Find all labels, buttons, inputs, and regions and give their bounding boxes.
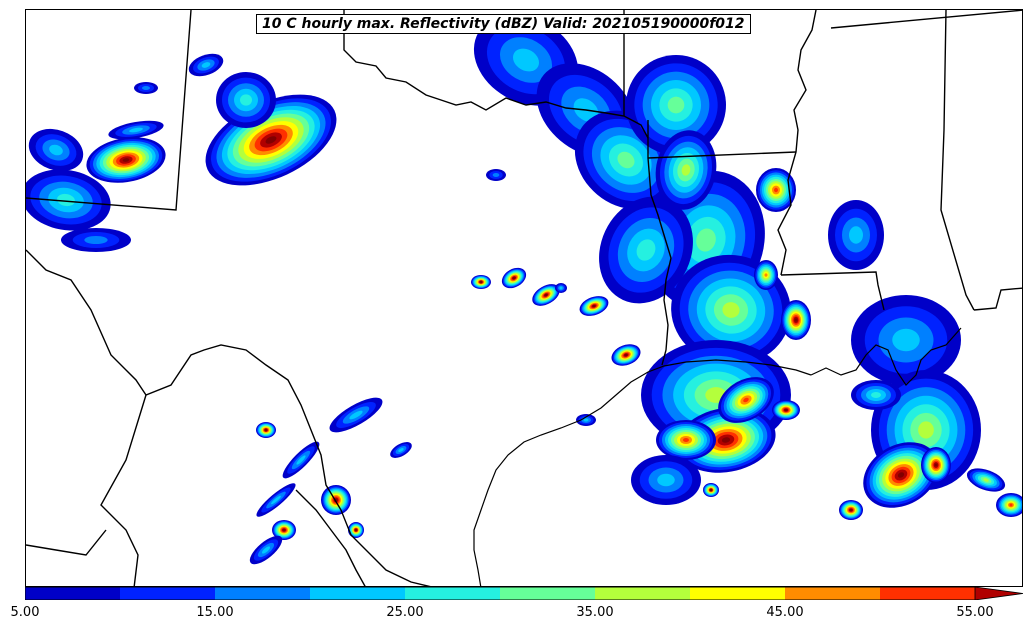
reflectivity-cell bbox=[282, 441, 320, 479]
reflectivity-cell bbox=[501, 267, 527, 289]
reflectivity-cell bbox=[329, 397, 383, 433]
reflectivity-cell bbox=[26, 169, 111, 231]
reflectivity-cell bbox=[188, 53, 224, 77]
reflectivity-cell bbox=[134, 82, 158, 94]
reflectivity-cell bbox=[839, 500, 863, 520]
reflectivity-cell bbox=[756, 168, 796, 212]
colorbar-segment bbox=[405, 587, 501, 600]
colorbar-tick-label: 35.00 bbox=[576, 605, 614, 620]
reflectivity-cell bbox=[579, 296, 609, 316]
louisiana-coast bbox=[810, 327, 962, 386]
colorbar-segment bbox=[215, 587, 311, 600]
reflectivity-cell bbox=[828, 200, 884, 270]
colorbar-tick-label: 55.00 bbox=[956, 605, 994, 620]
mexico-state-line-2 bbox=[26, 529, 107, 556]
reflectivity-cell bbox=[256, 422, 276, 438]
colorbar-segment bbox=[785, 587, 881, 600]
reflectivity-cell bbox=[555, 283, 567, 293]
colorbar-extend-arrow bbox=[974, 587, 1023, 600]
reflectivity-cell bbox=[256, 483, 296, 517]
reflectivity-cell bbox=[108, 120, 164, 140]
map-title: 10 C hourly max. Reflectivity (dBZ) Vali… bbox=[256, 14, 751, 34]
reflectivity-cell bbox=[754, 260, 778, 290]
reflectivity-cell bbox=[656, 420, 716, 460]
reflectivity-cell bbox=[781, 300, 811, 340]
reflectivity-cell bbox=[216, 72, 276, 128]
reflectivity-cell bbox=[718, 377, 774, 423]
colorbar-segment bbox=[500, 587, 596, 600]
colorbar-tick-label: 45.00 bbox=[766, 605, 804, 620]
state-borders bbox=[26, 10, 1022, 586]
reflectivity-cell bbox=[626, 54, 726, 155]
mississippi-river-border bbox=[777, 10, 817, 276]
reflectivity-cell bbox=[576, 414, 596, 426]
mississippi-alabama-border bbox=[940, 10, 975, 311]
reflectivity-cell bbox=[851, 380, 901, 410]
reflectivity-cell bbox=[966, 468, 1006, 492]
reflectivity-cells bbox=[26, 14, 1022, 565]
rio-grande bbox=[26, 249, 431, 586]
reflectivity-cell bbox=[871, 370, 981, 490]
colorbar-segment bbox=[690, 587, 786, 600]
reflectivity-cell bbox=[599, 196, 693, 304]
reflectivity-cell bbox=[996, 493, 1022, 517]
new-mexico-texas-border bbox=[26, 10, 192, 211]
reflectivity-cell bbox=[921, 447, 951, 483]
reflectivity-cell bbox=[272, 520, 296, 540]
reflectivity-cell bbox=[574, 110, 678, 210]
texas-coast bbox=[473, 359, 812, 586]
reflectivity-cell bbox=[611, 344, 641, 366]
colorbar-tick-label: 25.00 bbox=[386, 605, 424, 620]
reflectivity-cell bbox=[772, 400, 800, 420]
reflectivity-cell bbox=[321, 485, 351, 515]
colorbar bbox=[25, 587, 1023, 600]
reflectivity-cell bbox=[249, 535, 283, 565]
reflectivity-cell bbox=[86, 137, 166, 183]
colorbar-segment bbox=[595, 587, 691, 600]
arkansas-louisiana-border bbox=[647, 151, 797, 159]
colorbar-tick-label: 15.00 bbox=[196, 605, 234, 620]
reflectivity-cell bbox=[486, 169, 506, 181]
sabine-river-border bbox=[647, 157, 672, 366]
reflectivity-cell bbox=[863, 442, 939, 508]
reflectivity-cell bbox=[655, 130, 717, 210]
colorbar-segment bbox=[310, 587, 406, 600]
reflectivity-cell bbox=[348, 522, 364, 538]
reflectivity-cell bbox=[851, 295, 961, 385]
colorbar-segment bbox=[25, 587, 121, 600]
mexico-state-line-1 bbox=[100, 394, 147, 586]
tennessee-border bbox=[830, 10, 1022, 29]
oklahoma-texas-border bbox=[343, 10, 649, 139]
reflectivity-cell bbox=[28, 128, 84, 172]
reflectivity-cell bbox=[532, 284, 560, 306]
gulf-coastline bbox=[473, 327, 962, 586]
reflectivity-cell bbox=[471, 275, 491, 289]
colorbar-segment bbox=[880, 587, 976, 600]
louisiana-mississippi-line bbox=[780, 271, 885, 311]
reflectivity-cell bbox=[390, 442, 412, 458]
reflectivity-cell bbox=[61, 228, 131, 252]
alabama-florida-border bbox=[973, 287, 1022, 311]
reflectivity-map bbox=[26, 10, 1022, 586]
map-panel bbox=[25, 9, 1023, 587]
reflectivity-cell bbox=[703, 483, 719, 497]
reflectivity-cell bbox=[631, 455, 701, 505]
mexico-state-line-3 bbox=[295, 489, 366, 586]
colorbar-tick-label: 5.00 bbox=[10, 605, 40, 620]
colorbar-segment bbox=[120, 587, 216, 600]
